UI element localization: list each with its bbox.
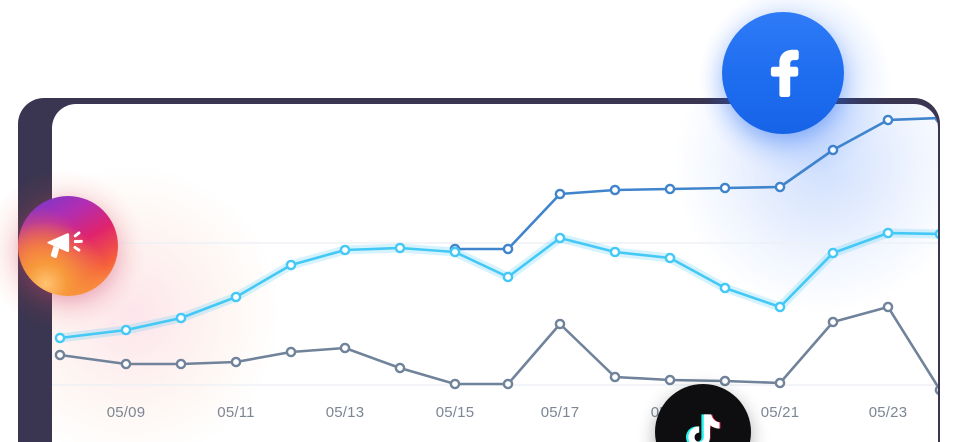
data-point-marker[interactable] [120, 358, 132, 370]
x-axis-tick-label: 05/21 [760, 404, 800, 421]
data-point-marker[interactable] [230, 291, 242, 303]
chart-series [54, 227, 944, 344]
data-point-marker[interactable] [719, 182, 731, 194]
instagram-badge[interactable] [18, 196, 118, 296]
data-point-marker[interactable] [664, 252, 676, 264]
data-point-marker[interactable] [285, 259, 297, 271]
data-point-marker[interactable] [609, 184, 621, 196]
x-axis-tick-label: 05/09 [106, 404, 146, 421]
chart-series [449, 112, 944, 255]
x-axis-tick-label: 05/13 [325, 404, 365, 421]
data-point-marker[interactable] [54, 349, 66, 361]
data-point-marker[interactable] [774, 377, 786, 389]
data-point-marker[interactable] [882, 227, 894, 239]
data-point-marker[interactable] [774, 181, 786, 193]
chart-series-layer [54, 112, 944, 396]
data-point-marker[interactable] [502, 271, 514, 283]
data-point-marker[interactable] [394, 242, 406, 254]
data-point-marker[interactable] [175, 358, 187, 370]
tiktok-note-icon [679, 408, 727, 442]
data-point-marker[interactable] [230, 356, 242, 368]
x-axis-tick-label: 05/11 [217, 404, 255, 421]
data-point-marker[interactable] [934, 384, 944, 396]
data-point-marker[interactable] [774, 301, 786, 313]
data-point-marker[interactable] [827, 316, 839, 328]
megaphone-icon [41, 219, 95, 273]
chart-series [54, 301, 944, 396]
data-point-marker[interactable] [554, 188, 566, 200]
data-point-marker[interactable] [554, 232, 566, 244]
x-axis-tick-label: 05/17 [540, 404, 580, 421]
series-line [58, 305, 938, 392]
x-axis-tick-label: 05/15 [435, 404, 475, 421]
data-point-marker[interactable] [719, 282, 731, 294]
data-point-marker[interactable] [882, 301, 894, 313]
data-point-marker[interactable] [394, 362, 406, 374]
data-point-marker[interactable] [827, 247, 839, 259]
data-point-marker[interactable] [54, 332, 66, 344]
facebook-badge[interactable] [722, 12, 844, 134]
data-point-marker[interactable] [664, 183, 676, 195]
data-point-marker[interactable] [502, 243, 514, 255]
data-point-marker[interactable] [827, 144, 839, 156]
data-point-marker[interactable] [609, 371, 621, 383]
data-point-marker[interactable] [664, 374, 676, 386]
series-line [453, 116, 938, 251]
data-point-marker[interactable] [609, 246, 621, 258]
data-point-marker[interactable] [175, 312, 187, 324]
data-point-marker[interactable] [719, 375, 731, 387]
data-point-marker[interactable] [502, 378, 514, 390]
data-point-marker[interactable] [882, 114, 894, 126]
data-point-marker[interactable] [934, 228, 944, 240]
data-point-marker[interactable] [934, 112, 944, 124]
data-point-marker[interactable] [449, 246, 461, 258]
data-point-marker[interactable] [339, 342, 351, 354]
data-point-marker[interactable] [339, 244, 351, 256]
data-point-marker[interactable] [120, 324, 132, 336]
x-axis-tick-label: 05/23 [868, 404, 908, 421]
data-point-marker[interactable] [554, 318, 566, 330]
data-point-marker[interactable] [285, 346, 297, 358]
data-point-marker[interactable] [449, 378, 461, 390]
facebook-f-icon [752, 42, 814, 104]
